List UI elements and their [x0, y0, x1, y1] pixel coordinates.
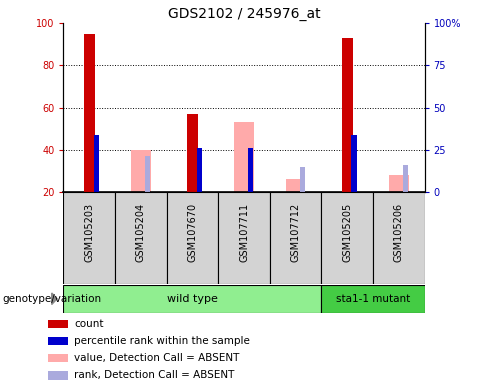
Text: GSM105205: GSM105205 [342, 203, 352, 262]
Bar [48, 371, 67, 379]
FancyBboxPatch shape [63, 285, 322, 313]
Text: GSM105204: GSM105204 [136, 203, 146, 262]
Bar [286, 179, 305, 192]
Text: GSM107712: GSM107712 [290, 203, 301, 262]
FancyBboxPatch shape [373, 192, 425, 284]
FancyBboxPatch shape [322, 285, 425, 313]
Bar [94, 135, 99, 192]
Bar [84, 34, 95, 192]
Text: percentile rank within the sample: percentile rank within the sample [74, 336, 250, 346]
Bar [342, 38, 352, 192]
Bar [145, 156, 150, 192]
FancyBboxPatch shape [270, 192, 322, 284]
Text: wild type: wild type [167, 294, 218, 304]
Text: GSM107670: GSM107670 [187, 203, 198, 262]
Text: GSM105203: GSM105203 [84, 203, 94, 262]
Bar [48, 354, 67, 362]
FancyBboxPatch shape [322, 192, 373, 284]
FancyBboxPatch shape [115, 192, 166, 284]
Bar [248, 148, 253, 192]
Bar [403, 165, 408, 192]
Bar [48, 320, 67, 328]
Text: count: count [74, 319, 103, 329]
Text: genotype/variation: genotype/variation [2, 294, 102, 304]
Text: value, Detection Call = ABSENT: value, Detection Call = ABSENT [74, 353, 240, 363]
Polygon shape [52, 293, 57, 305]
Bar [131, 150, 151, 192]
Bar [351, 135, 357, 192]
Title: GDS2102 / 245976_at: GDS2102 / 245976_at [168, 7, 320, 21]
Bar [48, 337, 67, 345]
Bar [197, 148, 202, 192]
FancyBboxPatch shape [166, 192, 218, 284]
FancyBboxPatch shape [63, 192, 115, 284]
Text: rank, Detection Call = ABSENT: rank, Detection Call = ABSENT [74, 371, 235, 381]
Text: GSM105206: GSM105206 [394, 203, 404, 262]
Text: sta1-1 mutant: sta1-1 mutant [336, 294, 410, 304]
Bar [389, 175, 408, 192]
Text: GSM107711: GSM107711 [239, 203, 249, 262]
FancyBboxPatch shape [218, 192, 270, 284]
Bar [187, 114, 198, 192]
Bar [234, 122, 254, 192]
Bar [300, 167, 305, 192]
